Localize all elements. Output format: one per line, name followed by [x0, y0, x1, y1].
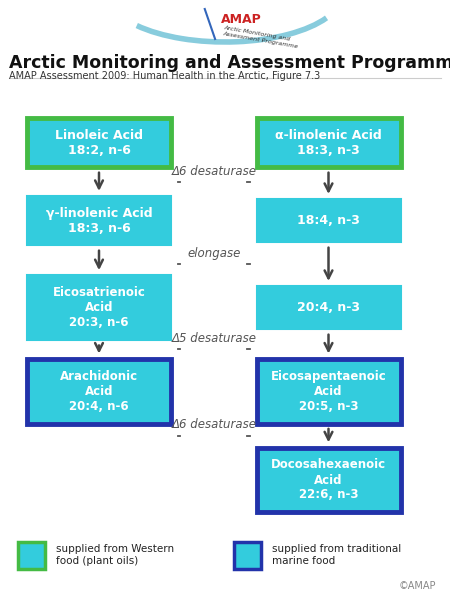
Bar	[18, 541, 45, 569]
Text: 20:4, n-3: 20:4, n-3	[297, 301, 360, 314]
Bar	[256, 118, 400, 167]
Bar	[27, 118, 171, 167]
Text: Arctic Monitoring and Assessment Programme: Arctic Monitoring and Assessment Program…	[9, 54, 450, 72]
Bar	[256, 199, 400, 242]
Bar	[256, 448, 400, 512]
Text: Linoleic Acid
18:2, n-6: Linoleic Acid 18:2, n-6	[55, 129, 143, 157]
Text: Δ5 desaturase: Δ5 desaturase	[171, 332, 256, 345]
Text: Docosahexaenoic
Acid
22:6, n-3: Docosahexaenoic Acid 22:6, n-3	[271, 458, 386, 502]
Text: Eicosapentaenoic
Acid
20:5, n-3: Eicosapentaenoic Acid 20:5, n-3	[270, 370, 387, 413]
Bar	[27, 359, 171, 424]
Text: 18:4, n-3: 18:4, n-3	[297, 214, 360, 227]
Bar	[27, 196, 171, 245]
Text: Arachidonic
Acid
20:4, n-6: Arachidonic Acid 20:4, n-6	[60, 370, 138, 413]
Text: elongase: elongase	[187, 247, 240, 260]
Text: Eicosatrienoic
Acid
20:3, n-6: Eicosatrienoic Acid 20:3, n-6	[53, 286, 145, 329]
Text: ©AMAP: ©AMAP	[399, 581, 436, 591]
Bar	[27, 275, 171, 340]
Text: γ-linolenic Acid
18:3, n-6: γ-linolenic Acid 18:3, n-6	[46, 207, 152, 235]
Text: supplied from Western
food (plant oils): supplied from Western food (plant oils)	[56, 544, 175, 566]
Text: Δ6 desaturase: Δ6 desaturase	[171, 164, 256, 178]
Text: supplied from traditional
marine food: supplied from traditional marine food	[272, 544, 401, 566]
Bar	[234, 541, 261, 569]
Text: Δ6 desaturase: Δ6 desaturase	[171, 418, 256, 431]
Text: Arctic Monitoring and
Assessment Programme: Arctic Monitoring and Assessment Program…	[222, 25, 300, 49]
Text: AMAP: AMAP	[220, 13, 261, 26]
Text: AMAP Assessment 2009: Human Health in the Arctic, Figure 7.3: AMAP Assessment 2009: Human Health in th…	[9, 71, 320, 81]
Bar	[256, 359, 400, 424]
Bar	[256, 286, 400, 329]
Text: α-linolenic Acid
18:3, n-3: α-linolenic Acid 18:3, n-3	[275, 129, 382, 157]
